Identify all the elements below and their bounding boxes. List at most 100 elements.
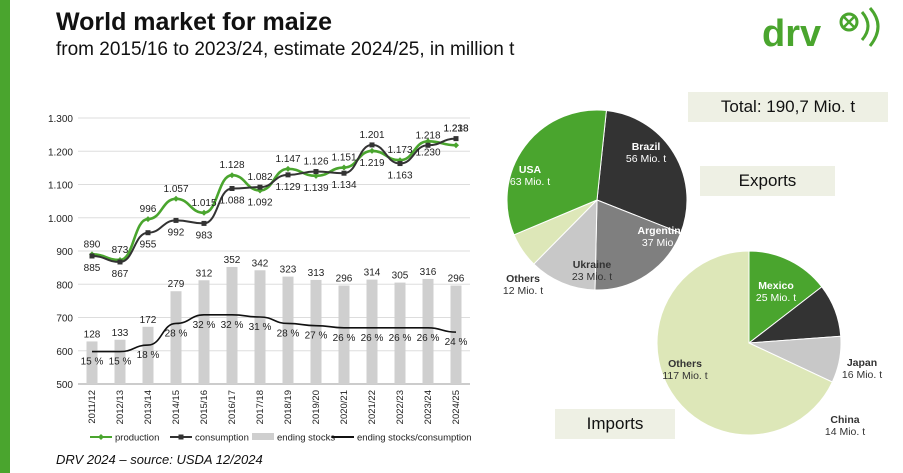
consumption-label: 983 [196,230,213,241]
ratio-label: 26 % [333,333,356,344]
x-tick-label: 2021/22 [367,390,378,424]
ratio-label: 32 % [193,320,216,331]
legend-label: consumption [195,433,249,444]
production-label: 1.015 [191,198,216,209]
x-tick-label: 2011/12 [87,390,98,424]
ratio-label: 26 % [389,333,412,344]
legend-marker [98,434,104,440]
ratio-label: 26 % [361,333,384,344]
y-tick-label: 500 [56,380,73,391]
y-tick-label: 700 [56,314,73,325]
consumption-label: 1.218 [415,130,440,141]
y-tick-label: 1.100 [48,181,73,192]
logo-text: drv [762,13,821,55]
pie-slice-value: 25 Mio. t [756,292,796,304]
pie-slice-value: 14 Mio. t [825,426,865,438]
production-label: 1.173 [387,145,412,156]
logo-wave-icon-outer [868,7,880,47]
stock-bar [310,279,322,384]
y-tick-label: 1.300 [48,114,73,125]
consumption-label: 1.219 [359,158,384,169]
legend-label: ending stocks/consumption [357,433,472,444]
pie-slice-label: Others [668,358,702,370]
stock-bar-label: 133 [112,328,129,339]
stock-bar-label: 312 [196,268,213,279]
x-tick-label: 2016/17 [227,390,238,424]
stock-bar-label: 296 [448,274,465,285]
stock-bar [114,339,126,384]
imports-label: Imports [555,409,675,439]
pie-slice-label: China [830,414,859,426]
consumption-point [257,184,263,190]
y-tick-label: 800 [56,280,73,291]
x-tick-label: 2018/19 [283,390,294,424]
ratio-label: 18 % [137,350,160,361]
ratio-label: 15 % [109,357,132,368]
consumption-point [201,220,207,226]
stock-bar-label: 316 [420,267,437,278]
stock-bar-label: 296 [336,274,353,285]
legend-label: production [115,433,159,444]
pie-slice-label: Others [506,273,540,285]
consumption-label: 1.088 [219,195,244,206]
consumption-point [229,185,235,191]
production-label: 1.147 [275,154,300,165]
consumption-point [425,142,431,148]
logo-circle-icon [839,12,859,32]
x-tick-label: 2019/20 [311,390,322,424]
stock-bar [86,341,98,384]
production-point [201,209,207,216]
pie-slice [656,250,833,436]
consumption-label: 867 [112,269,129,280]
ratio-label: 24 % [445,337,468,348]
production-point [145,216,151,223]
production-label: 873 [112,245,129,256]
production-label: 1.128 [219,160,244,171]
production-label: 1.057 [163,184,188,195]
pie-slice-value: 23 Mio. t [572,271,612,283]
production-label: 1.082 [247,172,272,183]
pie-slice [748,250,823,345]
consumption-line [91,137,457,263]
total-label: Total: 190,7 Mio. t [688,92,888,122]
stock-bar-label: 323 [280,265,297,276]
ratio-label: 28 % [165,328,188,339]
production-label: 890 [84,239,101,250]
pie-slice [533,198,598,291]
pie-slice [506,109,607,236]
x-tick-label: 2013/14 [143,390,154,424]
ratio-label: 28 % [277,328,300,339]
ratio-label: 15 % [81,357,104,368]
stock-bar [422,278,434,384]
consumption-label: 955 [140,240,157,251]
production-label: 996 [140,204,157,215]
production-point [341,164,347,171]
maize-line-bar-chart: 500 600 700 800 900 1.000 1.100 1.200 1.300 128 13… [48,114,472,444]
production-point [453,142,459,149]
consumption-label: 1.129 [275,182,300,193]
consumption-label: 885 [84,263,101,274]
ratio-label: 31 % [249,322,272,333]
pie-slice-label: Brazil [632,141,661,153]
x-tick-label: 2024/25 [451,390,462,424]
pie-slice-label: Japan [847,357,877,369]
pie-slice [594,199,682,291]
consumption-label: 1.092 [247,197,272,208]
pie-slice-value: 37 Mio. t [642,237,682,249]
x-tick-label: 2017/18 [255,390,266,424]
pie-slice-label: Argentina [637,225,686,237]
pie-slice-value: 117 Mio. t [662,370,707,382]
consumption-label: 1.163 [387,171,412,182]
stock-bar [226,266,238,384]
stock-bar [142,326,154,384]
stock-bar [170,291,182,384]
production-label: 1.230 [415,147,440,158]
stock-bar-label: 342 [252,258,269,269]
pie-slice-value: 56 Mio. t [626,153,666,165]
legend-swatch [252,433,274,440]
x-tick-label: 2012/13 [115,390,126,424]
source-note: DRV 2024 – source: USDA 12/2024 [56,452,263,467]
